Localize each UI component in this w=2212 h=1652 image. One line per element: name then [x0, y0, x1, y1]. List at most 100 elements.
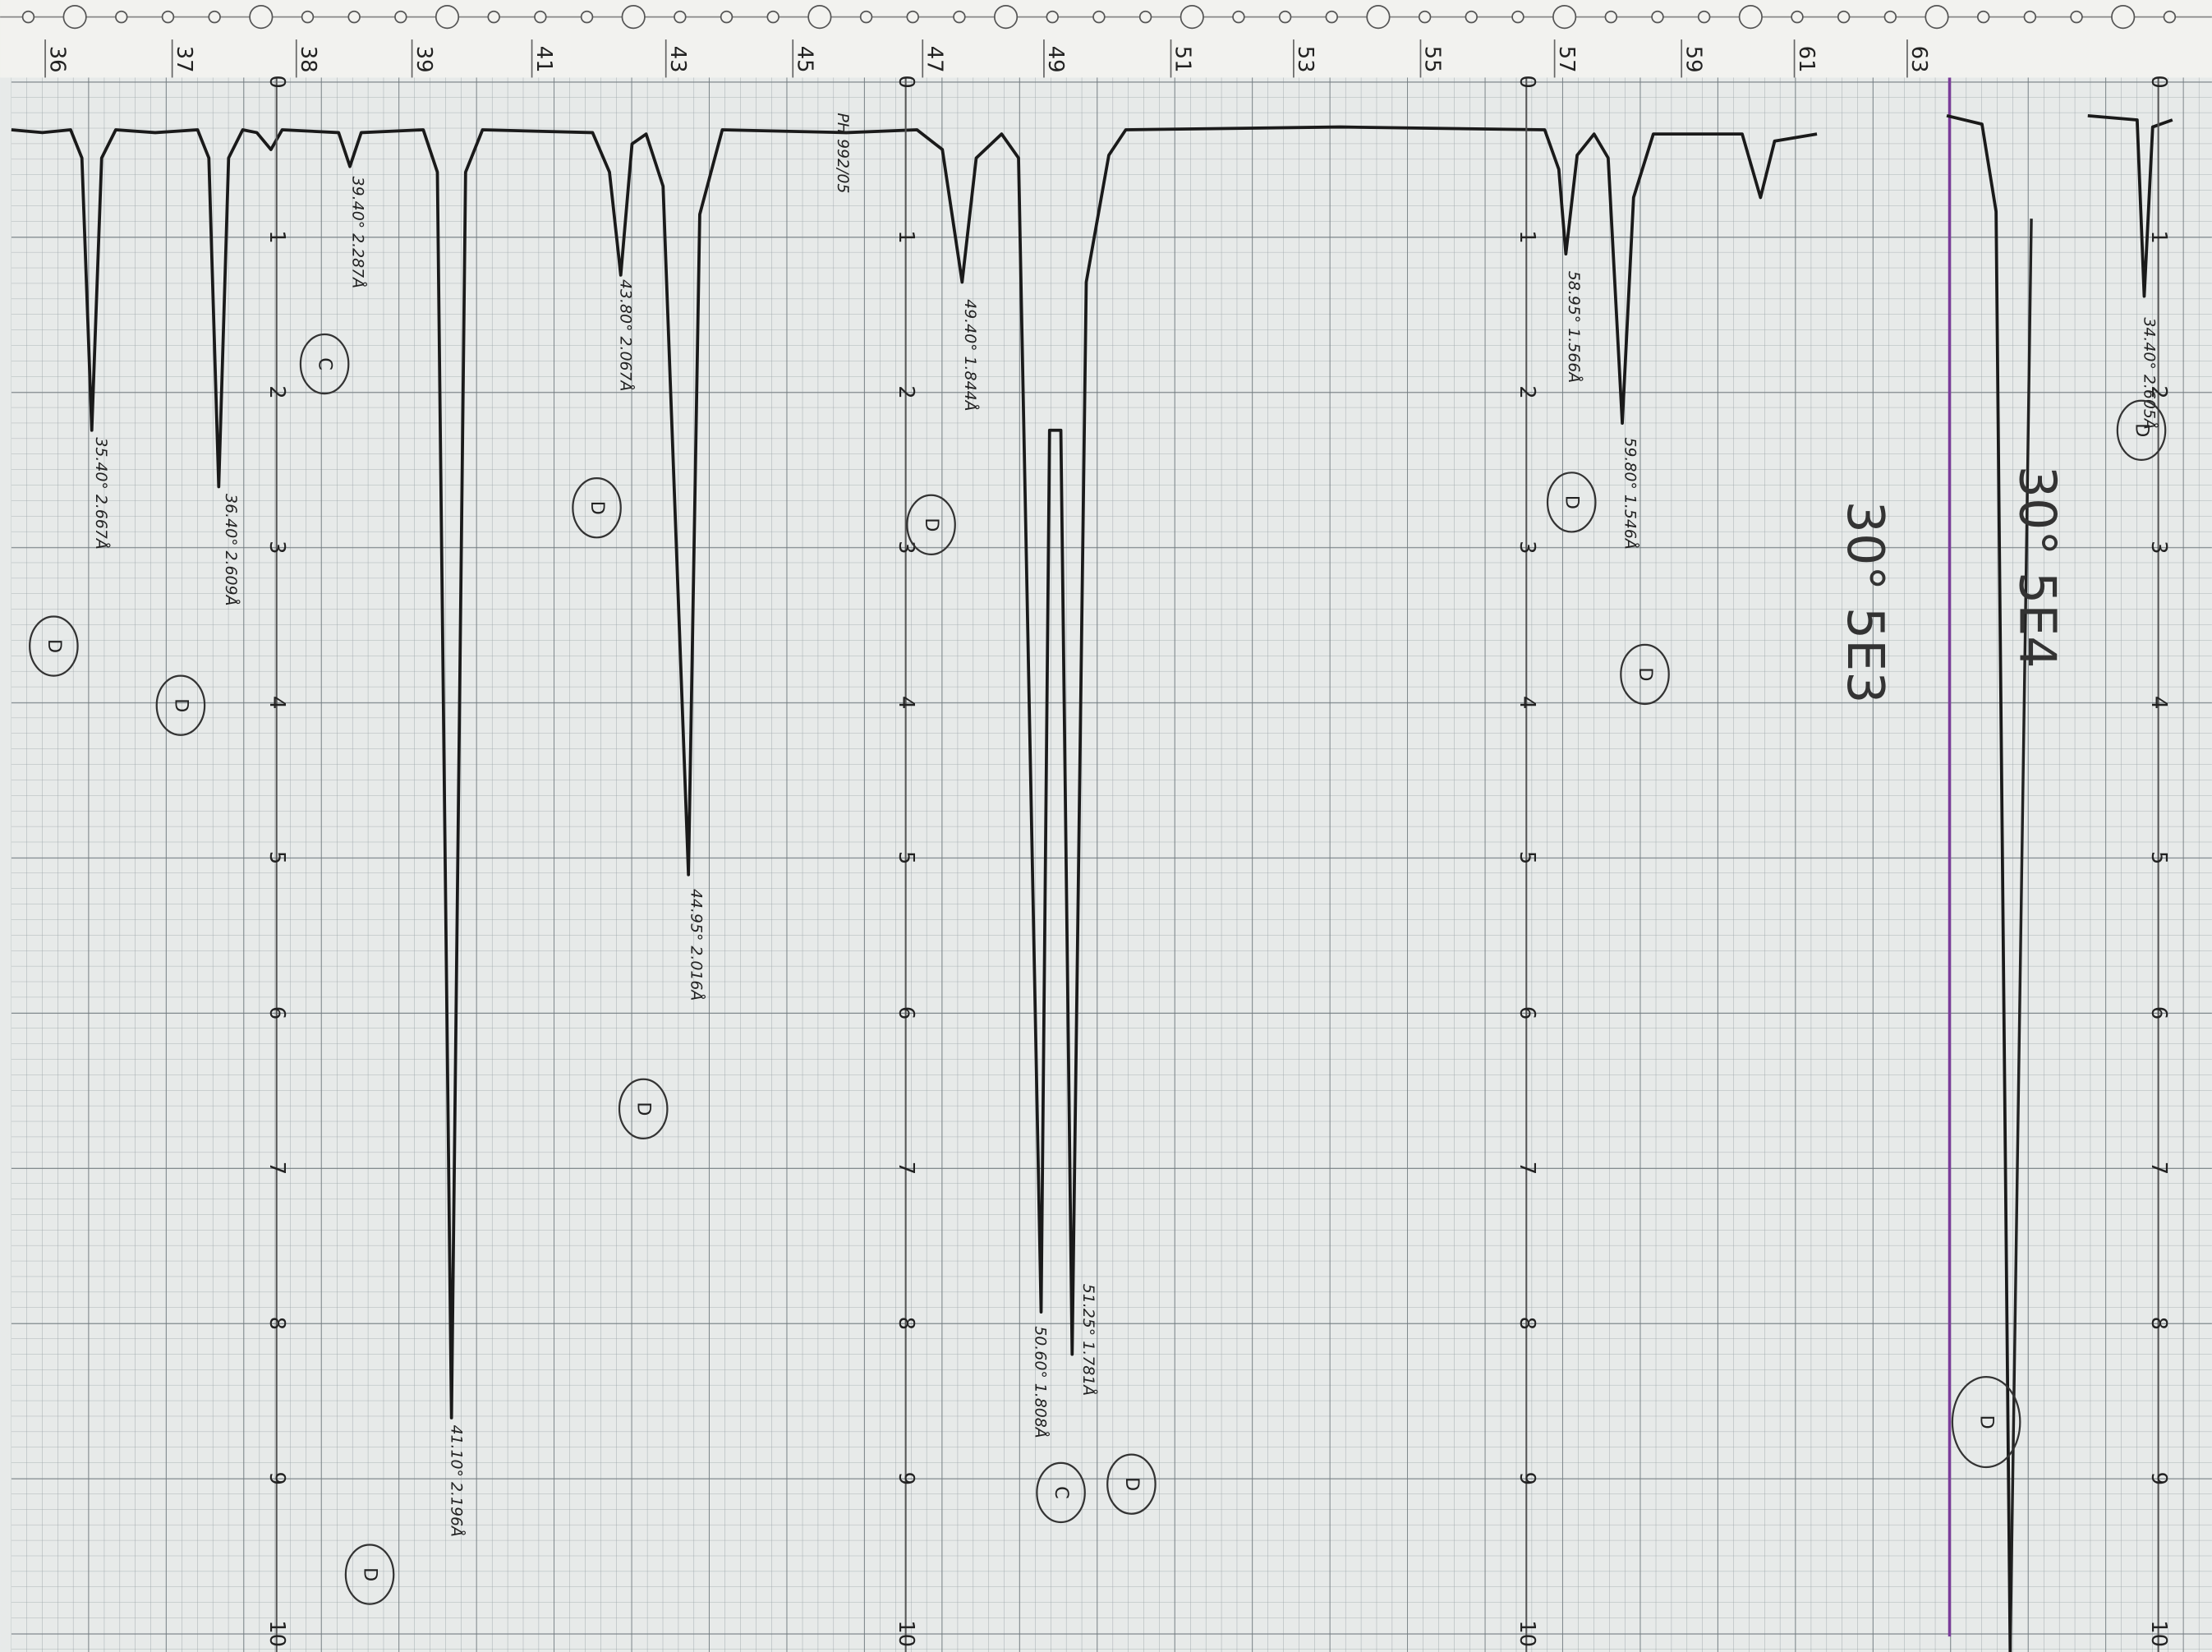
annotation: 39.40° 2.287Å	[348, 177, 367, 288]
annotation: 51.25° 1.781Å	[1079, 1284, 1098, 1396]
scale-label: 2	[1515, 385, 1539, 398]
sprocket-hole	[2164, 12, 2176, 23]
annotation: 41.10° 2.196Å	[448, 1425, 467, 1537]
note: 30° 5E3	[1836, 501, 1895, 704]
sprocket-hole	[808, 6, 830, 28]
sprocket-hole	[1181, 6, 1203, 28]
scale-label: 5	[894, 851, 918, 864]
sprocket-hole	[63, 6, 85, 28]
scale-label: 3	[1515, 541, 1539, 554]
scale-label: 7	[264, 1162, 289, 1175]
sprocket-hole	[1093, 12, 1105, 23]
sprocket-hole	[1512, 12, 1524, 23]
degree-label: 63	[1906, 46, 1931, 73]
scale-label: 4	[2146, 696, 2171, 709]
sprocket-hole	[302, 12, 314, 23]
scale-label: 0	[1515, 75, 1539, 88]
degree-label: 39	[412, 46, 436, 73]
sprocket-hole	[954, 12, 965, 23]
header-strip	[0, 0, 2212, 77]
sprocket-hole	[1233, 12, 1244, 23]
scale-label: 8	[1515, 1317, 1539, 1330]
sprocket-hole	[209, 12, 220, 23]
sprocket-hole	[163, 12, 174, 23]
sprocket-hole	[1367, 6, 1389, 28]
sprocket-hole	[1791, 12, 1803, 23]
degree-label: 36	[44, 46, 69, 73]
degree-label: 38	[296, 46, 320, 73]
scale-label: 1	[894, 230, 918, 243]
sprocket-hole	[1652, 12, 1663, 23]
scale-label: 4	[264, 696, 289, 709]
sprocket-hole	[1553, 6, 1575, 28]
scale-label: 8	[2146, 1317, 2171, 1330]
sprocket-hole	[1838, 12, 1850, 23]
scale-label: 9	[2146, 1472, 2171, 1485]
annotation: 49.40° 1.844Å	[961, 299, 980, 411]
scale-label: 10	[264, 1620, 289, 1647]
sprocket-hole	[2024, 12, 2035, 23]
sprocket-hole	[23, 12, 34, 23]
scale-label: 9	[264, 1472, 289, 1485]
scale-label: 0	[2146, 75, 2171, 88]
scale-label: 5	[1515, 851, 1539, 864]
sprocket-hole	[488, 12, 499, 23]
scale-label: 7	[894, 1162, 918, 1175]
sprocket-hole	[2071, 12, 2082, 23]
annotation: 58.95° 1.566Å	[1565, 271, 1584, 383]
degree-label: 45	[792, 46, 816, 73]
annotation: 44.95° 2.016Å	[688, 889, 706, 1001]
sprocket-hole	[721, 12, 733, 23]
scale-label: 0	[264, 75, 289, 88]
scale-label: 3	[2146, 541, 2171, 554]
degree-label: 49	[1043, 46, 1068, 73]
degree-label: 47	[922, 46, 946, 73]
annotation: 43.80° 2.067Å	[617, 279, 636, 391]
scale-label: 4	[894, 696, 918, 709]
sprocket-hole	[907, 12, 918, 23]
scale-label: 2	[264, 385, 289, 398]
sprocket-hole	[2112, 6, 2134, 28]
degree-label: 51	[1170, 46, 1195, 73]
degree-label: 53	[1293, 46, 1318, 73]
sprocket-hole	[1925, 6, 1948, 28]
annotation-mark: D	[633, 1102, 655, 1116]
sprocket-hole	[995, 6, 1017, 28]
sprocket-hole	[1605, 12, 1616, 23]
sprocket-hole	[1465, 12, 1477, 23]
degree-label: 43	[665, 46, 690, 73]
scale-label: 6	[1515, 1006, 1539, 1019]
sprocket-hole	[1978, 12, 1989, 23]
degree-label: 61	[1794, 46, 1819, 73]
annotation-mark: D	[921, 518, 942, 531]
scale-label: 10	[2146, 1620, 2171, 1647]
scale-label: 5	[264, 851, 289, 864]
annotation-mark: D	[1635, 667, 1656, 681]
sprocket-hole	[767, 12, 779, 23]
annotation: 59.80° 1.546Å	[1621, 437, 1639, 549]
scale-label: 6	[2146, 1006, 2171, 1019]
sprocket-hole	[1740, 6, 1762, 28]
sprocket-hole	[348, 12, 360, 23]
scale-label: 6	[894, 1006, 918, 1019]
annotation: 35.40° 2.667Å	[92, 437, 111, 549]
scale-label: 2	[894, 385, 918, 398]
annotation-mark: D	[1976, 1415, 1998, 1429]
scale-label: 6	[264, 1006, 289, 1019]
sprocket-hole	[535, 12, 546, 23]
degree-label: 55	[1420, 46, 1445, 73]
sprocket-hole	[1280, 12, 1291, 23]
sprocket-hole	[1046, 12, 1058, 23]
scale-label: 4	[1515, 696, 1539, 709]
scale-label: 7	[2146, 1162, 2171, 1175]
scale-label: 0	[894, 75, 918, 88]
sprocket-hole	[674, 12, 686, 23]
sprocket-hole	[1140, 12, 1152, 23]
scale-label: 1	[264, 230, 289, 243]
sprocket-hole	[1419, 12, 1431, 23]
annotation-mark: D	[360, 1567, 381, 1581]
sprocket-hole	[1699, 12, 1710, 23]
sprocket-hole	[1326, 12, 1337, 23]
annotation-mark: D	[1121, 1477, 1143, 1491]
annotation-mark: D	[2132, 423, 2153, 437]
